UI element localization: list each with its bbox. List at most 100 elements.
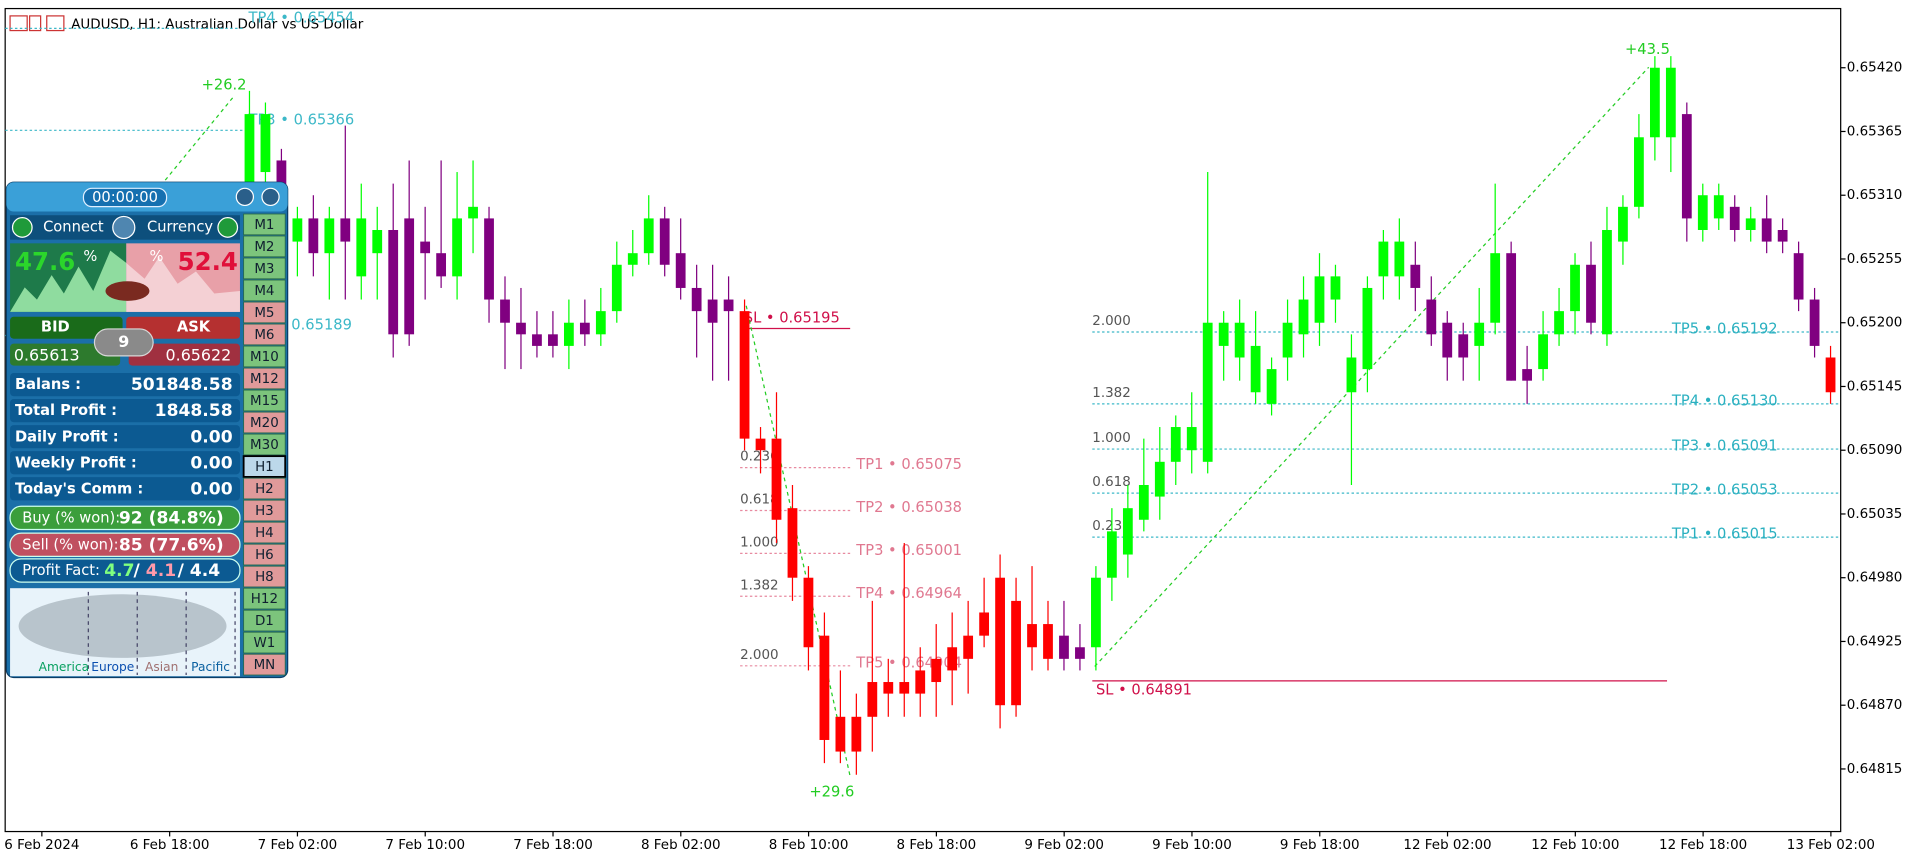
timeframe-label[interactable]: M5 <box>254 306 274 321</box>
timeframe-button[interactable] <box>243 345 286 368</box>
bell-icon[interactable] <box>112 215 136 240</box>
panel-text: 0.00 <box>190 479 232 499</box>
timeframe-label[interactable]: H12 <box>251 592 278 607</box>
timeframe-button[interactable] <box>242 455 287 478</box>
timeframe-button[interactable] <box>243 609 286 632</box>
timeframe-button[interactable] <box>243 433 286 456</box>
candle-body <box>883 682 894 694</box>
panel-text: 1848.58 <box>155 401 233 421</box>
candle-body <box>1825 357 1836 393</box>
timeframe-label[interactable]: M2 <box>254 240 274 255</box>
timeframe-button[interactable] <box>243 631 286 654</box>
y-tick-label: 0.64980 <box>1847 571 1903 586</box>
candle-body <box>659 218 670 265</box>
x-tick-label: 6 Feb 2024 <box>4 838 79 853</box>
timeframe-label[interactable]: M15 <box>250 394 279 409</box>
candle-body <box>1506 253 1517 381</box>
symbol-icon[interactable] <box>46 15 65 32</box>
timeframe-label[interactable]: H3 <box>255 504 274 519</box>
candle-body <box>1554 311 1564 335</box>
close-button[interactable] <box>261 187 280 207</box>
menu-icon[interactable] <box>9 15 28 32</box>
candle-body <box>1043 624 1053 659</box>
stat-row <box>10 451 240 475</box>
candle-body <box>867 682 878 717</box>
candle-body <box>835 716 846 752</box>
timeframe-label[interactable]: H8 <box>255 570 274 585</box>
timeframe-label[interactable]: M12 <box>250 372 279 387</box>
timeframe-button[interactable] <box>243 411 286 434</box>
timeframe-button[interactable] <box>243 477 286 500</box>
timeframe-label[interactable]: M1 <box>254 218 274 233</box>
timeframe-button[interactable] <box>243 235 286 258</box>
timeframe-button[interactable] <box>243 213 286 236</box>
candle-body <box>1186 427 1197 451</box>
timeframe-label[interactable]: M3 <box>254 262 274 277</box>
timeframe-label[interactable]: M6 <box>254 328 274 343</box>
timeframe-button[interactable] <box>243 653 286 676</box>
timeframe-label[interactable]: MN <box>254 658 276 673</box>
timeframe-label[interactable]: M20 <box>250 416 279 431</box>
candle-body <box>1649 67 1660 138</box>
chart-icon[interactable] <box>29 15 42 32</box>
candle-body <box>979 612 990 636</box>
candle-body <box>1170 427 1181 462</box>
stat-row <box>10 399 240 423</box>
timeframe-button[interactable] <box>243 323 286 346</box>
take-profit-label: TP3 • 0.65091 <box>1671 438 1778 455</box>
candle-body <box>899 682 910 694</box>
timeframe-button[interactable] <box>243 257 286 280</box>
candle-body <box>1011 600 1021 706</box>
candle-body <box>1218 322 1229 346</box>
candle-body <box>1362 287 1373 370</box>
timeframe-label[interactable]: D1 <box>255 614 274 629</box>
timeframe-label[interactable]: H6 <box>255 548 274 563</box>
candle-body <box>1793 253 1804 300</box>
timeframe-label[interactable]: H2 <box>255 482 274 497</box>
session-label: Pacific <box>191 660 230 674</box>
candle-body <box>1298 299 1309 335</box>
candle-body <box>1378 241 1389 277</box>
timeframe-button[interactable] <box>243 499 286 522</box>
candle-body <box>244 114 255 207</box>
candle-body <box>595 311 606 335</box>
panel-text: 0.65622 <box>166 345 232 364</box>
candle-body <box>611 264 622 312</box>
timeframe-label[interactable]: H1 <box>255 460 274 475</box>
timeframe-button[interactable] <box>243 543 286 566</box>
bull-bear-icon <box>105 281 150 301</box>
candle-body <box>1761 218 1772 242</box>
y-tick-label: 0.65035 <box>1847 507 1903 522</box>
timeframe-label[interactable]: M30 <box>250 438 279 453</box>
timeframe-label[interactable]: W1 <box>253 636 275 651</box>
candle-body <box>707 299 718 323</box>
take-profit-label: TP2 • 0.65038 <box>855 499 962 516</box>
timeframe-button[interactable] <box>243 279 286 302</box>
info-button[interactable] <box>235 187 255 207</box>
candle-body <box>1697 195 1708 231</box>
candle-body <box>1570 264 1580 312</box>
timeframe-label[interactable]: M10 <box>250 350 279 365</box>
timeframe-button[interactable] <box>243 367 286 390</box>
timeframe-button[interactable] <box>243 565 286 588</box>
candle-body <box>1138 484 1149 520</box>
timeframe-button[interactable] <box>243 389 286 412</box>
candle-body <box>579 322 590 335</box>
fib-label: 2.000 <box>740 648 778 663</box>
timeframe-label[interactable]: M4 <box>254 284 274 299</box>
candle-body <box>963 635 974 659</box>
timeframe-button[interactable] <box>243 587 286 610</box>
stat-row <box>10 372 240 397</box>
candle-body <box>1234 322 1245 358</box>
candle-body <box>1442 322 1453 358</box>
plot-frame <box>4 7 1842 833</box>
timeframe-button[interactable] <box>243 301 286 324</box>
candle-body <box>484 218 494 300</box>
timeframe-button[interactable] <box>243 521 286 544</box>
candle-body <box>675 253 686 288</box>
take-profit-label: TP1 • 0.65015 <box>1671 526 1778 543</box>
panel-text: 0.65613 <box>14 345 80 364</box>
timeframe-label[interactable]: H4 <box>255 526 274 541</box>
candle-body <box>516 322 526 335</box>
panel-text: Profit Fact: <box>22 562 100 579</box>
